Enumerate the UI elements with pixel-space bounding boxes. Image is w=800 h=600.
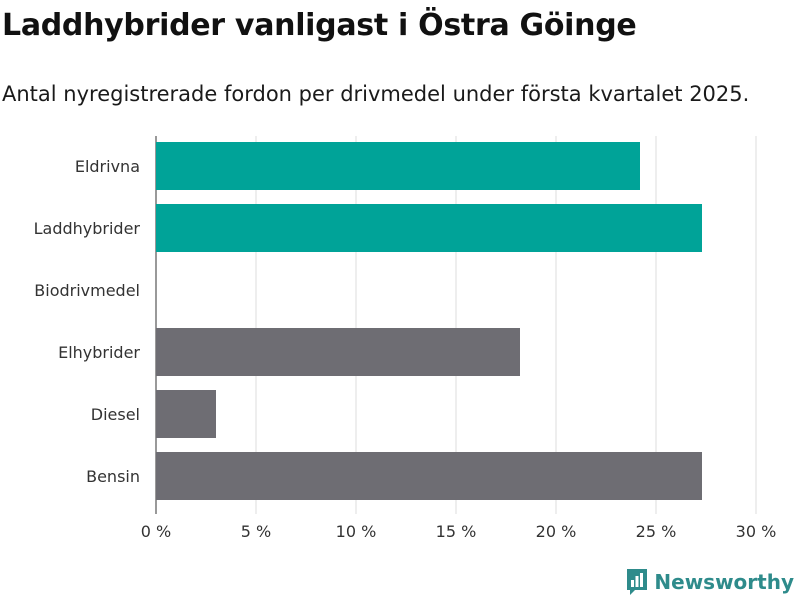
chart-subtitle: Antal nyregistrerade fordon per drivmede… [2, 82, 750, 106]
bar-laddhybrider [156, 204, 702, 252]
bar-diesel [156, 390, 216, 438]
bar-eldrivna [156, 142, 640, 190]
category-labels: Eldrivna Laddhybrider Biodrivmedel Elhybrid… [34, 157, 141, 486]
x-tick-label: 5 % [241, 522, 271, 541]
x-tick-label: 0 % [141, 522, 171, 541]
category-label: Eldrivna [75, 157, 140, 176]
x-tick-label: 15 % [436, 522, 477, 541]
bar-chart: Eldrivna Laddhybrider Biodrivmedel Elhybrid… [34, 136, 777, 541]
x-tick-label: 25 % [636, 522, 677, 541]
category-label: Diesel [91, 405, 140, 424]
category-label: Laddhybrider [34, 219, 141, 238]
newsworthy-logo: Newsworthy [626, 568, 794, 596]
x-axis-ticks: 0 % 5 % 10 % 15 % 20 % 25 % 30 % [141, 522, 777, 541]
bars [156, 142, 702, 500]
grid-lines [155, 136, 757, 514]
x-tick-label: 10 % [336, 522, 377, 541]
newsworthy-logo-icon [627, 569, 648, 595]
category-label: Biodrivmedel [34, 281, 140, 300]
bar-bensin [156, 452, 702, 500]
x-tick-label: 20 % [536, 522, 577, 541]
category-label: Bensin [86, 467, 140, 486]
x-tick-label: 30 % [736, 522, 777, 541]
category-label: Elhybrider [58, 343, 140, 362]
chart-title: Laddhybrider vanligast i Östra Göinge [2, 8, 637, 43]
logo-text: Newsworthy [654, 570, 794, 594]
bar-elhybrider [156, 328, 520, 376]
